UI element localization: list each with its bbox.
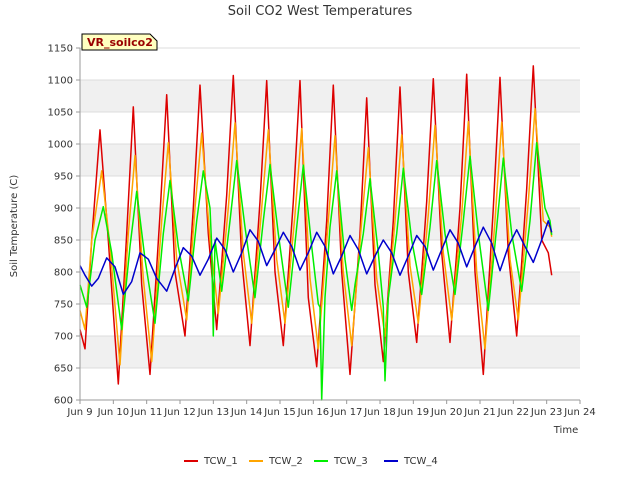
- series-line-tcw_4: [79, 220, 553, 296]
- axes: [79, 48, 580, 401]
- series-layer: [79, 65, 553, 401]
- y-tick-label: 1100: [48, 76, 73, 87]
- y-axis-label: Soil Temperature (C): [9, 175, 20, 278]
- x-tick-label: Jun 18: [363, 407, 396, 418]
- x-tick-label: Jun 17: [330, 407, 363, 418]
- x-tick-label: Jun 22: [497, 407, 530, 418]
- x-tick-label: Jun 13: [197, 407, 230, 418]
- y-tick-label: 1050: [48, 108, 73, 119]
- y-axis-ticks: 600 650 700 750 800 850 900 950 1000 1050 1100 1150: [48, 44, 80, 407]
- badge-label: VR_soilco2: [87, 36, 153, 49]
- x-tick-label: Jun 21: [463, 407, 496, 418]
- y-tick-label: 950: [54, 172, 73, 183]
- legend-label: TCW_2: [268, 456, 303, 467]
- legend-label: TCW_4: [403, 456, 438, 467]
- x-tick-label: Jun 10: [97, 407, 130, 418]
- y-tick-label: 750: [54, 300, 73, 311]
- x-tick-label: Jun 12: [163, 407, 196, 418]
- y-tick-label: 850: [54, 236, 73, 247]
- x-tick-label: Jun 16: [297, 407, 330, 418]
- grid-band: [80, 80, 580, 112]
- legend-label: TCW_3: [333, 456, 368, 467]
- x-axis-label: Time: [553, 425, 578, 436]
- legend-item-tcw_4: TCW_4: [384, 456, 438, 467]
- series-line-tcw_1: [79, 65, 553, 385]
- legend: TCW_1 TCW_2 TCW_3 TCW_4: [184, 456, 438, 467]
- site-badge: VR_soilco2: [81, 33, 158, 51]
- series-line-tcw_2: [79, 108, 553, 366]
- x-tick-label: Jun 19: [397, 407, 430, 418]
- x-axis-ticks: Jun 9 Jun 10 Jun 11 Jun 12 Jun 13 Jun 14 Jun 1…: [66, 400, 596, 418]
- y-tick-label: 800: [54, 268, 73, 279]
- legend-item-tcw_3: TCW_3: [314, 456, 368, 467]
- y-tick-label: 700: [54, 332, 73, 343]
- x-tick-label: Jun 24: [563, 407, 596, 418]
- series-line-tcw_3: [79, 141, 553, 401]
- y-tick-label: 1150: [48, 44, 73, 55]
- x-tick-label: Jun 20: [430, 407, 463, 418]
- x-tick-label: Jun 15: [263, 407, 296, 418]
- y-tick-label: 900: [54, 204, 73, 215]
- x-tick-label: Jun 14: [230, 407, 263, 418]
- y-tick-label: 600: [54, 396, 73, 407]
- legend-item-tcw_1: TCW_1: [184, 456, 238, 467]
- chart-title: Soil CO2 West Temperatures: [228, 4, 413, 19]
- y-tick-label: 1000: [48, 140, 73, 151]
- y-tick-label: 650: [54, 364, 73, 375]
- badge-box: [81, 33, 158, 51]
- legend-label: TCW_1: [203, 456, 238, 467]
- x-tick-label: Jun 9: [66, 407, 92, 418]
- x-tick-label: Jun 11: [130, 407, 163, 418]
- x-tick-label: Jun 23: [530, 407, 563, 418]
- legend-item-tcw_2: TCW_2: [249, 456, 303, 467]
- grid-band: [80, 336, 580, 368]
